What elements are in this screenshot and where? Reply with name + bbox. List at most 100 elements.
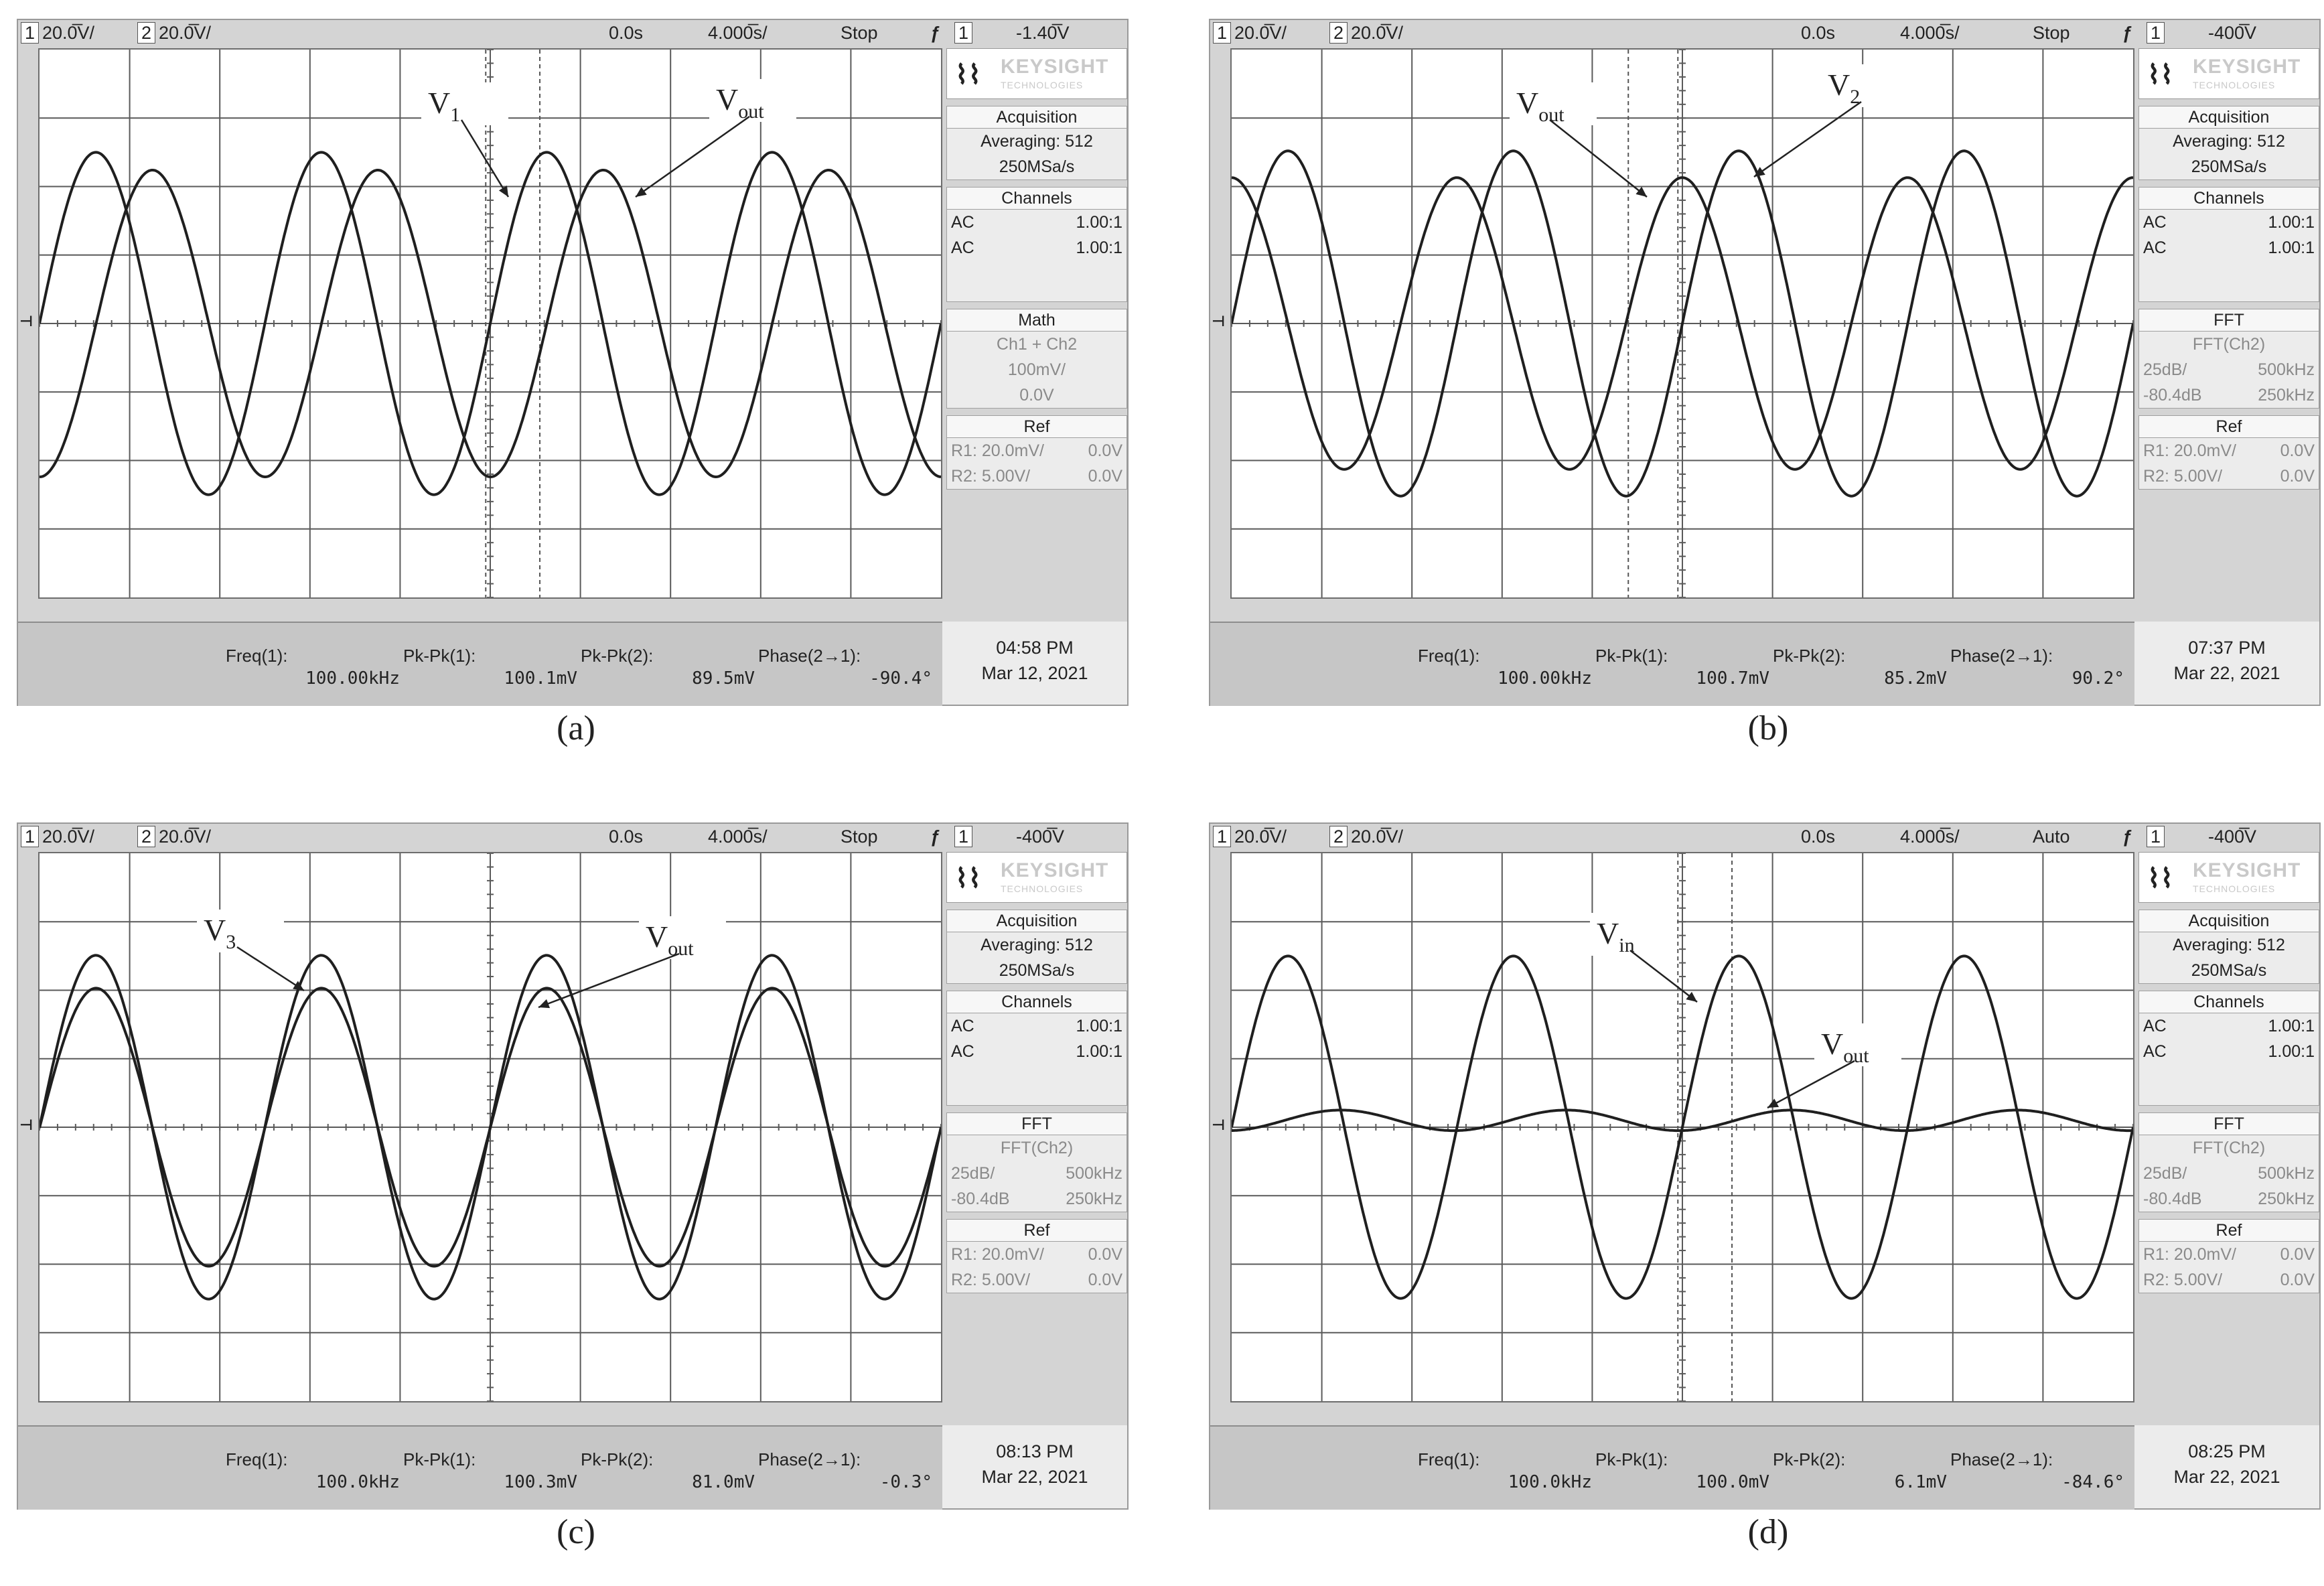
annotation-arrow <box>460 119 510 198</box>
ground-marker-icon: ⊣ <box>19 1116 33 1133</box>
function-title: Math <box>947 309 1127 332</box>
annotation-arrowhead <box>1754 167 1765 177</box>
annotation-text: Vout <box>1821 1027 1869 1067</box>
averaging-value: Averaging: 512 <box>2173 132 2285 151</box>
scope-panel: 1 20.0̅V/2 20.0̅V/0.0s 4.000̅s/Stop 1 -400̅V ƒ… <box>17 822 1129 1510</box>
reference-offset: 0.0V <box>1088 441 1122 460</box>
trigger-level: -400̅V <box>2208 23 2257 43</box>
date: Mar 22, 2021 <box>2173 663 2280 683</box>
reference-offset: 0.0V <box>2280 1245 2315 1264</box>
measurement-bar: Freq(1): 100.0kHz Pk-Pk(1): 100.0mV Pk-Pk(2)… <box>1210 1425 2134 1510</box>
fft-row: 25dB/500kHz <box>947 1161 1127 1186</box>
acquisition-title: Acquisition <box>947 106 1127 129</box>
channel-2-scale: 20.0̅V/ <box>159 826 212 847</box>
reference-row: R1: 20.0mV/0.0V <box>2139 1242 2319 1267</box>
run-status: Stop <box>2033 23 2070 43</box>
keysight-logo: ⌇⌇ KEYSIGHT TECHNOLOGIES <box>2138 852 2319 903</box>
channel-probe-ratio: 1.00:1 <box>1076 213 1122 232</box>
channels-section: Channels AC 1.00:1 AC 1.00:1 <box>2138 991 2319 1106</box>
measurement-label: Freq(1): <box>1418 646 1480 666</box>
reference-offset: 0.0V <box>2280 441 2315 460</box>
channel-1-badge: 1 <box>1213 826 1232 847</box>
sample-rate: 250MSa/s <box>999 961 1075 980</box>
measurement-label: Phase(2→1): <box>1950 646 2053 666</box>
annotation-arrow <box>1549 119 1648 198</box>
brand-name: KEYSIGHT <box>2193 56 2301 78</box>
time-position: 0.0s <box>1801 826 1836 847</box>
measurement-value: 6.1mV <box>1894 1472 1947 1492</box>
measurement-label: Phase(2→1): <box>1950 1449 2053 1469</box>
trigger-level: -400̅V <box>1016 826 1065 847</box>
annotation-arrow <box>538 952 680 1009</box>
annotation-label: V1 <box>421 82 510 198</box>
scope-panel: 1 20.0̅V/2 20.0̅V/0.0s 4.000̅s/Stop 1 -1.40̅V… <box>17 19 1129 706</box>
fft-row: -80.4dB 250kHz <box>2139 1186 2319 1212</box>
annotation-main: V <box>646 920 668 954</box>
oscilloscope-window: 1 20.0̅V/2 20.0̅V/0.0s 4.000̅s/Stop 1 -1.40̅V… <box>17 19 1129 706</box>
measurement-value: -90.4° <box>869 668 932 689</box>
measurement-bar: Freq(1): 100.0kHz Pk-Pk(1): 100.3mV Pk-Pk(2)… <box>18 1425 942 1510</box>
trigger-edge-icon: ƒ <box>930 23 941 43</box>
annotation-label: Vout <box>538 916 726 1009</box>
side-panel: ⌇⌇ KEYSIGHT TECHNOLOGIES Acquisition Averagi… <box>946 852 1127 1455</box>
oscilloscope-window: 1 20.0̅V/2 20.0̅V/0.0s 4.000̅s/Stop 1 -400̅V ƒ… <box>17 822 1129 1510</box>
acquisition-title: Acquisition <box>947 910 1127 932</box>
time-position: 0.0s <box>609 23 644 43</box>
reference-section: Ref R1: 20.0mV/0.0V R2: 5.00V/0.0V <box>2138 1219 2319 1293</box>
averaging-value: Averaging: 512 <box>2173 936 2285 954</box>
waveform-display: V3 Vout <box>38 852 942 1402</box>
ground-marker-icon: ⊣ <box>1212 313 1226 330</box>
measurement-label: Freq(1): <box>226 646 288 666</box>
keysight-wave-icon: ⌇⌇ <box>2147 60 2174 90</box>
annotation-arrowhead <box>498 186 508 197</box>
fft-row: 25dB/500kHz <box>2139 1161 2319 1186</box>
reference-offset: 0.0V <box>1088 467 1122 486</box>
panel-caption: (d) <box>1747 1513 1789 1551</box>
measurement-value: 100.1mV <box>504 668 577 689</box>
channels-title: Channels <box>947 991 1127 1013</box>
reference-row: R2: 5.00V/0.0V <box>2139 463 2319 489</box>
trigger-channel-badge: 1 <box>2147 22 2165 44</box>
annotation-subscript: out <box>1843 1045 1869 1067</box>
channel-row: AC 1.00:1 <box>947 235 1127 261</box>
annotation-arrow <box>635 115 750 198</box>
channel-1-scale: 20.0̅V/ <box>1234 23 1287 43</box>
brand-name: KEYSIGHT <box>1001 859 1109 881</box>
time-scale: 4.000̅s/ <box>708 23 768 43</box>
brand-subtitle: TECHNOLOGIES <box>1001 883 1084 894</box>
annotation-text: Vout <box>716 82 764 123</box>
scope-panel: 1 20.0̅V/2 20.0̅V/0.0s 4.000̅s/Auto 1 -400̅V ƒ… <box>1209 822 2321 1510</box>
fft-left-value: 25dB/ <box>951 1164 995 1183</box>
panel-caption: (b) <box>1747 709 1789 747</box>
function-line: 100mV/ <box>1007 360 1066 379</box>
channels-title: Channels <box>2139 188 2319 210</box>
brand-subtitle: TECHNOLOGIES <box>2193 883 2276 894</box>
function-line: FFT(Ch2) <box>2192 335 2266 354</box>
annotation-subscript: 2 <box>1850 86 1860 108</box>
side-panel: ⌇⌇ KEYSIGHT TECHNOLOGIES Acquisition Averagi… <box>2138 852 2319 1455</box>
averaging-value: Averaging: 512 <box>981 132 1093 151</box>
measurement-label: Pk-Pk(1): <box>1595 646 1668 666</box>
annotation-label: Vout <box>635 79 796 198</box>
measurement-value: 100.00kHz <box>305 668 400 689</box>
measurement-value: 100.0mV <box>1696 1472 1769 1492</box>
measurement-label: Pk-Pk(1): <box>1595 1449 1668 1469</box>
brand-name: KEYSIGHT <box>1001 56 1109 78</box>
fft-right-value: 250kHz <box>1066 1190 1122 1208</box>
reference-section: Ref R1: 20.0mV/0.0V R2: 5.00V/0.0V <box>2138 415 2319 490</box>
waveform-v1 <box>40 151 941 496</box>
channel-coupling: AC <box>951 1042 974 1061</box>
function-line: 0.0V <box>1019 386 1054 405</box>
annotation-text: Vout <box>646 920 694 960</box>
trigger-edge-icon: ƒ <box>2122 826 2133 847</box>
reference-offset: 0.0V <box>1088 1271 1122 1289</box>
reference-title: Ref <box>2139 1220 2319 1242</box>
acquisition-section: Acquisition Averaging: 512 250MSa/s <box>2138 106 2319 180</box>
measurement-label: Phase(2→1): <box>758 1449 861 1469</box>
function-section: FFT FFT(Ch2) 25dB/500kHz -80.4dB 250kHz <box>2138 309 2319 409</box>
channel-1-badge: 1 <box>1213 22 1232 44</box>
reference-row: R1: 20.0mV/0.0V <box>947 1242 1127 1267</box>
trigger-edge-icon: ƒ <box>930 826 941 847</box>
acquisition-title: Acquisition <box>2139 910 2319 932</box>
channel-row: AC 1.00:1 <box>2139 1039 2319 1064</box>
